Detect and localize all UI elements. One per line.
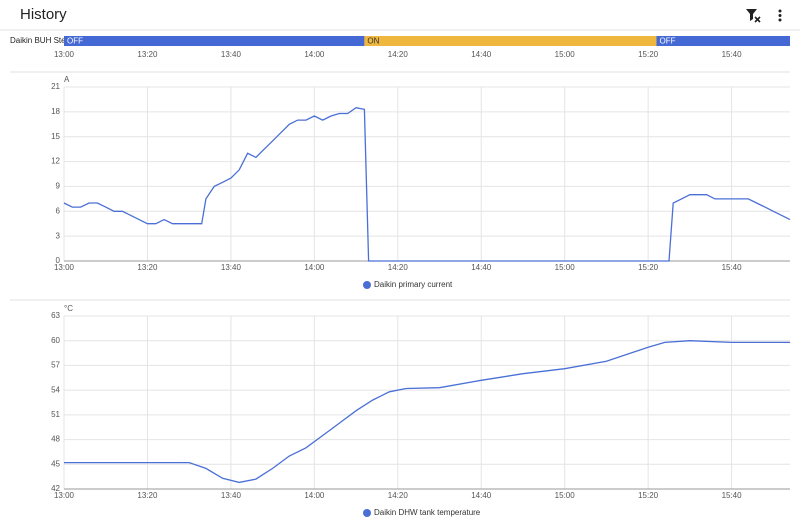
x-tick-label: 14:00 xyxy=(304,491,325,500)
y-tick-label: 63 xyxy=(51,311,60,320)
y-tick-label: 54 xyxy=(51,385,60,394)
page-title: History xyxy=(20,6,67,23)
y-tick-label: 57 xyxy=(51,361,60,370)
y-tick-label: 3 xyxy=(56,231,61,240)
header xyxy=(0,0,800,30)
y-tick-label: 15 xyxy=(51,132,60,141)
y-unit: °C xyxy=(64,304,73,313)
x-tick-label: 14:00 xyxy=(304,50,325,59)
y-tick-label: 42 xyxy=(51,484,60,493)
clear-icon xyxy=(754,16,761,23)
timeline-segment xyxy=(64,36,365,46)
y-tick-label: 21 xyxy=(51,82,60,91)
x-tick-label: 15:20 xyxy=(638,263,659,272)
segment-label: OFF xyxy=(67,37,83,46)
x-tick-label: 15:40 xyxy=(722,263,743,272)
x-tick-label: 15:20 xyxy=(638,50,659,59)
timeline-segment xyxy=(364,36,657,46)
y-tick-label: 12 xyxy=(51,157,60,166)
segment-label: OFF xyxy=(659,37,675,46)
x-tick-label: 13:40 xyxy=(221,491,242,500)
x-tick-label: 13:20 xyxy=(137,50,158,59)
x-tick-label: 14:00 xyxy=(304,263,325,272)
x-tick-label: 13:00 xyxy=(54,263,75,272)
x-tick-label: 15:20 xyxy=(638,491,659,500)
x-tick-label: 15:00 xyxy=(555,263,576,272)
timeline-segment xyxy=(656,36,790,46)
x-tick-label: 15:00 xyxy=(555,491,576,500)
dot xyxy=(778,14,782,17)
legend-marker xyxy=(363,281,371,289)
segment-label: ON xyxy=(367,37,379,46)
dot xyxy=(778,18,782,22)
x-tick-label: 14:40 xyxy=(471,50,492,59)
dot xyxy=(778,9,782,13)
x-tick-label: 14:20 xyxy=(388,263,409,272)
series-line xyxy=(64,340,790,484)
x-tick-label: 14:40 xyxy=(471,491,492,500)
legend-label: Daikin DHW tank temperature xyxy=(374,508,481,517)
x-tick-label: 13:40 xyxy=(221,263,242,272)
series-line xyxy=(63,107,791,262)
timeline-label: Daikin BUH Step1 xyxy=(10,36,75,45)
x-tick-label: 14:20 xyxy=(388,491,409,500)
x-tick-label: 15:00 xyxy=(555,50,576,59)
x-tick-label: 15:40 xyxy=(722,491,743,500)
x-tick-label: 13:00 xyxy=(54,50,75,59)
filter-button[interactable] xyxy=(746,9,761,23)
x-tick-label: 13:40 xyxy=(221,50,242,59)
x-tick-label: 13:00 xyxy=(54,491,75,500)
more-button[interactable] xyxy=(778,9,782,22)
filter-icon xyxy=(746,9,757,21)
x-tick-label: 13:20 xyxy=(137,491,158,500)
y-tick-label: 9 xyxy=(56,182,61,191)
y-tick-label: 48 xyxy=(51,435,60,444)
x-tick-label: 15:40 xyxy=(722,50,743,59)
y-unit: A xyxy=(64,75,70,84)
y-tick-label: 0 xyxy=(56,256,61,265)
y-tick-label: 6 xyxy=(56,206,61,215)
y-tick-label: 45 xyxy=(51,459,60,468)
y-tick-label: 51 xyxy=(51,410,60,419)
x-tick-label: 14:40 xyxy=(471,263,492,272)
x-tick-label: 14:20 xyxy=(388,50,409,59)
legend-label: Daikin primary current xyxy=(374,280,453,289)
legend-marker xyxy=(363,509,371,517)
y-tick-label: 60 xyxy=(51,336,60,345)
y-tick-label: 18 xyxy=(51,107,60,116)
x-tick-label: 13:20 xyxy=(137,263,158,272)
